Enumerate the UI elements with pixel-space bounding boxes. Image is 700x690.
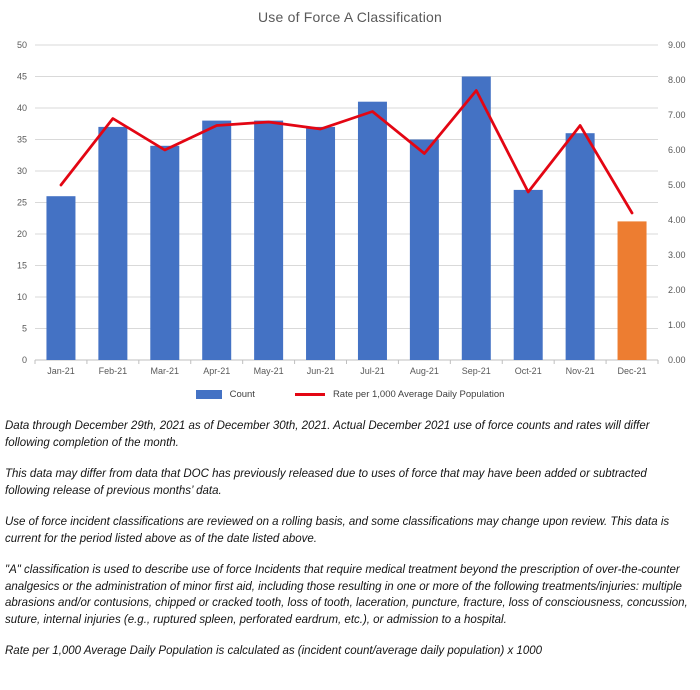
right-axis-tick-2.00: 2.00	[668, 285, 686, 295]
bar-jun-21	[306, 126, 336, 361]
x-axis-label-jun-21: Jun-21	[307, 366, 335, 376]
bar-sep-21	[461, 76, 491, 360]
footnote-rate-formula: Rate per 1,000 Average Daily Population …	[5, 645, 543, 657]
legend-label-count: Count	[229, 388, 255, 400]
right-axis-tick-1.00: 1.00	[668, 320, 686, 330]
legend-label-rate: Rate per 1,000 Average Daily Population	[332, 388, 505, 400]
footnote-rolling-review: Use of force incident classifications ar…	[5, 516, 670, 545]
x-axis-label-nov-21: Nov-21	[566, 366, 595, 376]
right-axis-tick-4.00: 4.00	[668, 215, 686, 225]
left-axis-tick-35: 35	[17, 135, 27, 145]
left-axis-tick-0: 0	[22, 355, 27, 365]
x-axis-label-apr-21: Apr-21	[203, 366, 230, 376]
x-axis-label-jul-21: Jul-21	[360, 366, 385, 376]
x-axis-label-may-21: May-21	[254, 366, 284, 376]
bar-dec-21	[617, 221, 647, 360]
right-axis-tick-5.00: 5.00	[668, 180, 686, 190]
left-axis-tick-5: 5	[22, 324, 27, 334]
x-axis-label-mar-21: Mar-21	[151, 366, 180, 376]
bar-jan-21	[46, 196, 76, 360]
x-axis-label-aug-21: Aug-21	[410, 366, 439, 376]
bar-aug-21	[409, 139, 439, 360]
bar-oct-21	[513, 189, 543, 360]
x-axis-label-feb-21: Feb-21	[99, 366, 128, 376]
right-axis-tick-6.00: 6.00	[668, 145, 686, 155]
left-axis-tick-30: 30	[17, 166, 27, 176]
x-axis-label-oct-21: Oct-21	[515, 366, 542, 376]
footnote-data-through: Data through December 29th, 2021 as of D…	[5, 420, 650, 449]
right-axis-tick-3.00: 3.00	[668, 250, 686, 260]
chart-plot-area: 0 5 10 15 20 25 30 35 40 45 50 0.00 1.00 2.00 3.00 4.00…	[17, 40, 686, 376]
x-axis-label-sep-21: Sep-21	[462, 366, 491, 376]
x-axis-label-dec-21: Dec-21	[618, 366, 647, 376]
right-axis-tick-7.00: 7.00	[668, 110, 686, 120]
chart-title: Use of Force A Classification	[258, 9, 442, 25]
rate-line	[59, 89, 634, 215]
footnote-data-differ: This data may differ from data that DOC …	[5, 468, 647, 497]
left-axis-tick-20: 20	[17, 229, 27, 239]
right-axis-tick-9.00: 9.00	[668, 40, 686, 50]
left-axis-tick-15: 15	[17, 261, 27, 271]
footnotes: Data through December 29th, 2021 as of D…	[0, 401, 700, 660]
bar-nov-21	[565, 133, 595, 360]
legend-item-count: Count	[195, 388, 255, 400]
left-axis-tick-10: 10	[17, 292, 27, 302]
bar-feb-21	[98, 126, 128, 361]
right-axis-tick-8.00: 8.00	[668, 75, 686, 85]
bar-may-21	[254, 120, 284, 360]
x-axis-label-jan-21: Jan-21	[47, 366, 75, 376]
right-axis-tick-0.00: 0.00	[668, 355, 686, 365]
rate-series-swatch	[294, 392, 325, 396]
chart-legend: Count Rate per 1,000 Average Daily Popul…	[0, 387, 700, 401]
count-series-swatch	[195, 389, 222, 399]
bar-mar-21	[150, 145, 180, 360]
bar-apr-21	[202, 120, 232, 360]
left-axis-tick-45: 45	[17, 72, 27, 82]
footnote-a-classification-definition: "A" classification is used to describe u…	[5, 564, 688, 626]
left-axis-tick-25: 25	[17, 198, 27, 208]
left-axis-tick-50: 50	[17, 40, 27, 50]
bar-jul-21	[357, 101, 387, 360]
legend-item-rate: Rate per 1,000 Average Daily Population	[294, 388, 505, 400]
left-axis-tick-40: 40	[17, 103, 27, 113]
report-page: Use of Force A Classification 0 5 10 15 20 25…	[0, 9, 700, 660]
